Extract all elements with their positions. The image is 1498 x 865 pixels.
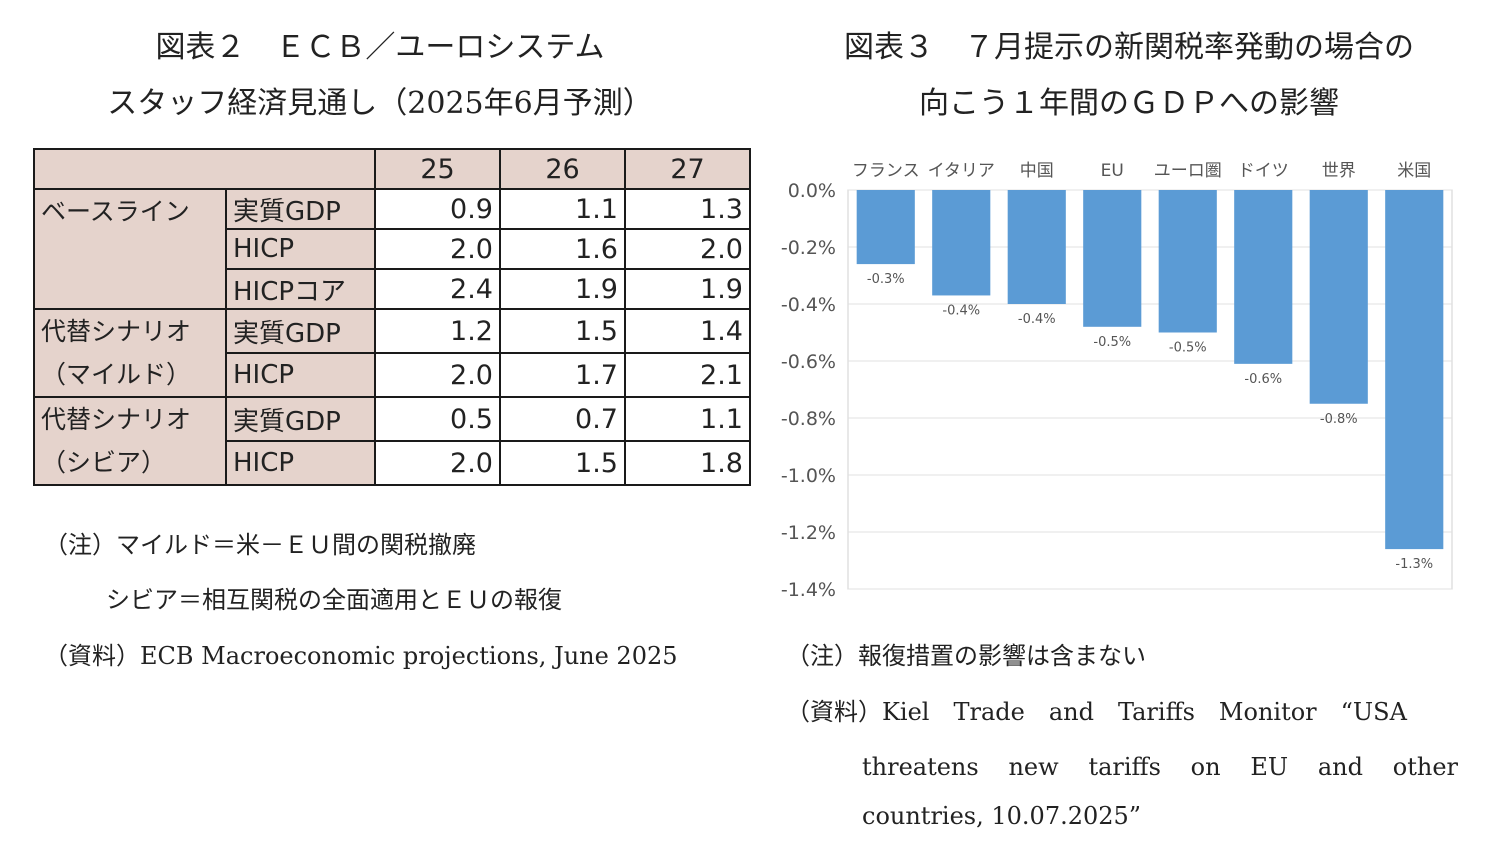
indicator-cell: HICP [225,352,376,398]
bar [1158,190,1217,333]
figure3-source-line2: threatens new tariffs on EU and other [862,753,1458,781]
category-label: フランス [852,161,920,181]
data-label: -0.8% [1320,412,1358,427]
value-cell: 2.0 [374,352,501,398]
value-cell: 0.7 [499,396,626,442]
y-tick-label: -1.0% [781,465,836,487]
bar [1234,190,1293,364]
value-cell: 2.0 [624,228,751,270]
table-header-27: 27 [624,148,751,190]
gdp-impact-chart: 0.0% -0.2% -0.4% -0.6% -0.8% -1.0% -1.2% -1.4% -… [781,161,1453,601]
figure3-title: 図表３ ７月提示の新関税率発動の場合の 向こう１年間のＧＤＰへの影響 [760,20,1498,132]
value-cell: 1.4 [624,308,751,354]
table-header-blank [33,148,376,190]
value-cell: 0.9 [374,188,501,230]
category-label: 中国 [1020,161,1054,181]
figure3-note: （注）報復措置の影響は含まない [786,642,1146,670]
figure2-title-line1: 図表２ ＥＣＢ／ユーロシステム [155,30,605,65]
scenario-baseline: ベースライン [33,188,227,310]
data-label: -0.4% [1018,312,1056,327]
y-tick-label: -0.2% [781,237,836,259]
bar [1083,190,1142,327]
value-cell: 1.9 [499,268,626,310]
value-cell: 1.5 [499,440,626,486]
value-cell: 1.6 [499,228,626,270]
scenario-mild: 代替シナリオ （マイルド） [33,308,227,398]
category-label: イタリア [928,161,995,181]
data-label: -0.6% [1244,372,1282,387]
data-label: -1.3% [1395,557,1433,572]
value-cell: 1.7 [499,352,626,398]
value-cell: 2.1 [624,352,751,398]
figure2-note-severe: シビア＝相互関税の全面適用とＥＵの報復 [106,586,562,614]
data-label: -0.4% [942,303,980,318]
value-cell: 2.0 [374,228,501,270]
value-cell: 1.2 [374,308,501,354]
table-row: ベースライン 実質GDP 0.9 1.1 1.3 [33,188,751,310]
figure2-title-line2: スタッフ経済見通し（2025年6月予測） [107,86,653,121]
category-label: EU [1101,161,1124,181]
category-label: 世界 [1322,161,1356,181]
table-row: 代替シナリオ （シビア） 実質GDP 0.5 0.7 1.1 [33,396,751,486]
indicator-cell: HICPコア [225,268,376,310]
y-tick-label: -1.2% [781,522,836,544]
data-label: -0.5% [1093,335,1131,350]
category-label: ドイツ [1238,161,1289,181]
data-label: -0.5% [1169,341,1207,356]
table-row: HICP 2.0 1.6 2.0 [34,228,751,270]
table-header-25: 25 [374,148,501,190]
y-tick-label: -0.4% [781,294,836,316]
indicator-cell: 実質GDP [225,188,376,230]
bar [856,190,915,265]
value-cell: 1.9 [624,268,751,310]
value-cell: 1.8 [624,440,751,486]
y-tick-label: 0.0% [788,180,836,202]
value-cell: 2.0 [374,440,501,486]
figure2-title: 図表２ ＥＣＢ／ユーロシステム スタッフ経済見通し（2025年6月予測） [0,20,760,132]
table-row: HICP 2.0 1.5 1.8 [34,440,751,486]
category-label: ユーロ圏 [1154,161,1222,181]
bar [1007,190,1066,304]
value-cell: 1.5 [499,308,626,354]
category-label: 米国 [1397,161,1431,181]
indicator-cell: 実質GDP [225,396,376,442]
scenario-severe: 代替シナリオ （シビア） [33,396,227,486]
bar [1385,190,1444,550]
y-tick-label: -0.6% [781,351,836,373]
figure3-title-line2: 向こう１年間のＧＤＰへの影響 [919,86,1339,121]
value-cell: 0.5 [374,396,501,442]
figure3-title-line1: 図表３ ７月提示の新関税率発動の場合の [844,30,1414,65]
figure3-source-line3: countries, 10.07.2025” [862,802,1142,830]
bar [1309,190,1368,404]
y-tick-label: -0.8% [781,408,836,430]
table-row: HICPコア 2.4 1.9 1.9 [34,268,751,310]
figure2-source: （資料）ECB Macroeconomic projections, June … [44,642,678,670]
table-row: 代替シナリオ （マイルド） 実質GDP 1.2 1.5 1.4 [33,308,751,398]
figure2-note: （注）マイルド＝米－ＥＵ間の関税撤廃 [44,531,476,559]
table-row: HICP 2.0 1.7 2.1 [34,352,751,398]
value-cell: 1.1 [499,188,626,230]
value-cell: 1.1 [624,396,751,442]
indicator-cell: 実質GDP [225,308,376,354]
indicator-cell: HICP [225,228,376,270]
bar [932,190,991,296]
y-tick-label: -1.4% [781,579,836,601]
projection-table: 25 26 27 ベースライン 実質GDP 0.9 1.1 1.3 HICP 2… [33,148,751,486]
value-cell: 1.3 [624,188,751,230]
indicator-cell: HICP [225,440,376,486]
figure3-source-line1: （資料）Kiel Trade and Tariffs Monitor “USA [786,698,1407,726]
value-cell: 2.4 [374,268,501,310]
table-header-26: 26 [499,148,626,190]
data-label: -0.3% [867,272,905,287]
